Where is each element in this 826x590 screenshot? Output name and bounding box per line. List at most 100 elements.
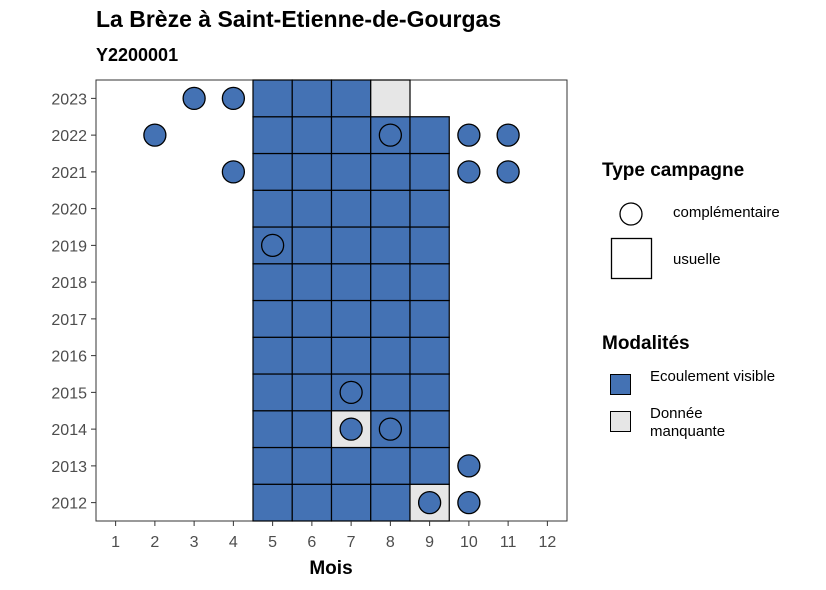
point-2013-10 [457,454,481,478]
tile-2017-5 [252,299,293,338]
tile-2013-9 [409,446,450,485]
y-tick-label-2018: 2018 [51,275,87,292]
point-2022-8 [378,123,403,147]
y-tick-label-2012: 2012 [51,496,87,513]
tile-2013-8 [370,446,411,485]
x-tick-label-5: 5 [268,534,277,551]
tile-2019-7 [330,226,372,265]
point-2023-4 [221,86,246,111]
tile-2015-9 [409,373,450,412]
point-2012-9 [417,490,442,515]
x-tick-label-10: 10 [460,534,478,551]
y-tick-label-2014: 2014 [51,422,87,439]
tile-2013-7 [330,446,372,485]
legend-manquante-label: Donnée manquante [650,405,726,440]
tile-2016-6 [291,336,333,375]
tile-2013-5 [252,446,293,485]
tile-2016-9 [409,336,450,375]
tile-2021-8 [370,152,411,191]
tile-2017-8 [370,299,411,338]
point-2023-3 [182,86,206,111]
tile-2021-5 [252,152,293,191]
x-tick-label-11: 11 [500,534,517,551]
chart-title: La Brèze à Saint-Etienne-de-Gourgas [96,6,502,32]
y-tick-label-2019: 2019 [51,238,87,255]
tile-2018-5 [252,263,293,302]
tile-2015-8 [370,373,411,412]
point-2015-7 [339,380,363,405]
tile-2020-5 [252,189,293,228]
tile-2020-6 [291,189,333,228]
tile-2018-8 [370,263,411,302]
y-tick-label-2013: 2013 [51,459,87,476]
legend-ecoulement-label: Ecoulement visible [650,368,776,385]
tile-2022-6 [291,116,333,155]
y-tick-label-2016: 2016 [51,349,87,366]
point-2022-11 [496,123,520,147]
y-tick-label-2020: 2020 [51,202,87,219]
tile-2017-7 [330,299,372,338]
legend-type-complementaire: complémentaire [673,204,780,221]
y-tick-label-2023: 2023 [51,91,87,108]
point-2021-4 [221,160,246,184]
legend-manquante-swatch [610,411,631,432]
tile-2019-9 [409,226,450,265]
tile-2017-9 [409,299,450,338]
x-tick-label-6: 6 [307,534,316,551]
point-2022-10 [457,123,481,147]
x-tick-label-8: 8 [386,534,395,551]
point-2014-7 [339,417,363,441]
tile-2018-6 [291,263,333,302]
legend-type-title: Type campagne [602,160,745,181]
usuelle-tiles [252,79,450,522]
tile-2014-9 [409,410,450,449]
tile-2014-5 [252,410,293,449]
tile-2022-5 [252,116,293,155]
tile-2020-7 [330,189,372,228]
tile-2019-6 [291,226,333,265]
legend-ecoulement-swatch [610,374,631,395]
tile-2016-8 [370,336,411,375]
legend-type-square-icon [610,237,653,280]
legend-modalites-title: Modalités [602,333,690,354]
tile-2015-5 [252,373,293,412]
legend-type-circle-icon [619,202,643,226]
point-2019-5 [260,233,285,258]
tile-2012-5 [252,483,293,522]
tile-2022-9 [409,116,450,155]
point-2021-11 [496,160,520,184]
tile-2014-6 [291,410,333,449]
tile-2012-8 [370,483,411,522]
legend-type-usuelle: usuelle [673,251,721,268]
tile-2023-7 [330,79,372,118]
x-tick-label-12: 12 [538,534,556,551]
y-tick-label-2015: 2015 [51,385,87,402]
tile-2012-6 [291,483,333,522]
tile-2016-5 [252,336,293,375]
y-tick-label-2021: 2021 [51,165,87,182]
tile-2020-9 [409,189,450,228]
tile-2013-6 [291,446,333,485]
x-tick-label-2: 2 [150,534,159,551]
tile-2018-7 [330,263,372,302]
x-axis-label: Mois [309,558,352,579]
tile-2022-7 [330,116,372,155]
point-2012-10 [457,490,481,515]
x-tick-label-3: 3 [190,534,199,551]
point-2014-8 [378,417,403,441]
tile-2019-8 [370,226,411,265]
tile-2023-8 [370,79,411,118]
x-tick-label-1: 1 [111,534,120,551]
tile-2012-7 [330,483,372,522]
tile-2021-7 [330,152,372,191]
point-2021-10 [457,160,481,184]
tile-2021-9 [409,152,450,191]
tile-2016-7 [330,336,372,375]
point-2022-2 [143,123,167,147]
x-axis: 1 2 3 4 5 6 7 8 9 10 11 12 [111,521,556,551]
tile-2017-6 [291,299,333,338]
tile-2023-5 [252,79,293,118]
x-tick-label-7: 7 [347,534,356,551]
x-tick-label-4: 4 [229,534,238,551]
